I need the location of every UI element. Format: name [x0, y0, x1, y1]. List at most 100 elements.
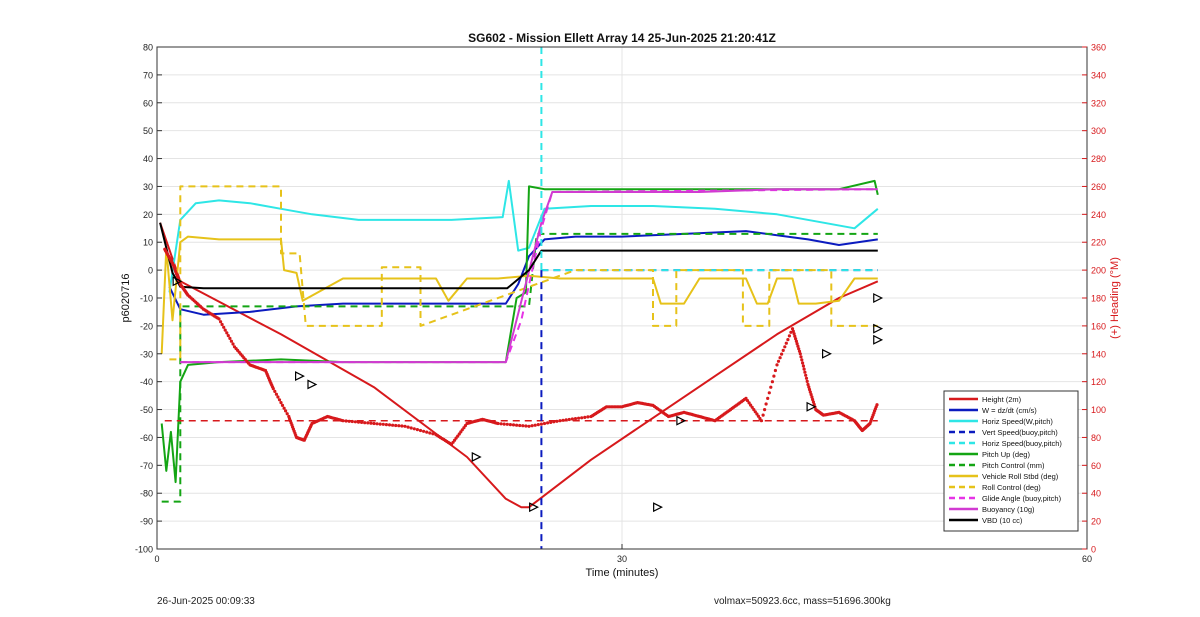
- heading-point: [515, 423, 519, 427]
- footer-volmax-mass: volmax=50923.6cc, mass=51696.300kg: [714, 596, 891, 607]
- triangle-marker: [822, 348, 832, 359]
- heading-point: [277, 398, 282, 402]
- series-line: [180, 188, 878, 364]
- heading-point: [794, 339, 799, 343]
- heading-point: [403, 424, 407, 428]
- heading-point: [783, 345, 787, 349]
- legend-label: Buoyancy (10g): [982, 505, 1035, 514]
- heading-point: [518, 423, 522, 428]
- heading-point: [570, 417, 575, 421]
- heading-point: [372, 421, 376, 426]
- heading-point: [793, 334, 797, 338]
- heading-point: [527, 424, 531, 428]
- heading-point: [761, 413, 765, 417]
- heading-point: [791, 329, 795, 333]
- heading-point: [219, 320, 223, 324]
- heading-point: [511, 423, 516, 427]
- heading-point: [577, 416, 581, 420]
- heading-point: [229, 339, 233, 343]
- triangle-marker: [676, 415, 687, 426]
- heading-point: [375, 422, 379, 426]
- heading-point: [776, 359, 781, 363]
- heading-point: [369, 421, 373, 425]
- heading-point: [539, 422, 544, 426]
- heading-point: [542, 421, 547, 426]
- heading-point: [802, 367, 806, 371]
- heading-point: [808, 390, 812, 394]
- legend-label: Horiz Speed(W,pitch): [982, 417, 1053, 426]
- heading-point: [276, 395, 280, 399]
- y2-tick-label: 280: [1091, 154, 1106, 164]
- legend: Height (2m) W = dz/dt (cm/s) Horiz Speed(W…: [943, 390, 1079, 532]
- heading-point: [363, 421, 367, 425]
- legend-label: Roll Control (deg): [982, 483, 1041, 492]
- heading-point: [567, 417, 571, 422]
- heading-point: [496, 421, 500, 426]
- heading-point: [780, 352, 784, 356]
- heading-point: [784, 341, 788, 345]
- heading-point: [580, 416, 584, 420]
- heading-point: [799, 355, 803, 359]
- triangle-marker: [307, 379, 318, 390]
- legend-label: Vehicle Roll Stbd (deg): [982, 472, 1059, 481]
- legend-label: Pitch Control (mm): [982, 461, 1045, 470]
- heading-point: [583, 415, 587, 419]
- heading-point: [524, 424, 528, 428]
- heading-point: [381, 422, 385, 426]
- heading-point: [344, 419, 348, 423]
- heading-point: [391, 423, 395, 427]
- heading-point: [274, 392, 278, 396]
- y2-tick-label: 340: [1091, 70, 1106, 80]
- heading-point: [225, 331, 229, 335]
- y-tick-label: 0: [148, 266, 153, 276]
- y2-tick-label: 100: [1091, 405, 1106, 415]
- legend-label: W = dz/dt (cm/s): [982, 406, 1037, 415]
- y-tick-label: -40: [140, 377, 153, 387]
- y2-tick-label: 0: [1091, 545, 1096, 555]
- heading-point: [750, 405, 754, 409]
- heading-point: [394, 423, 398, 428]
- heading-point: [555, 419, 559, 423]
- heading-point: [798, 352, 802, 356]
- y-tick-label: 20: [143, 210, 153, 220]
- y-tick-label: 60: [143, 98, 153, 108]
- triangle-marker: [172, 276, 183, 287]
- heading-point: [801, 361, 805, 365]
- y2-tick-label: 120: [1091, 377, 1106, 387]
- y-tick-label: -80: [140, 489, 153, 499]
- heading-point: [790, 327, 795, 331]
- heading-point: [285, 412, 289, 416]
- heading-point: [786, 338, 790, 342]
- triangle-marker: [873, 323, 884, 334]
- heading-point: [561, 418, 565, 422]
- heading-point: [781, 348, 785, 352]
- heading-point: [387, 423, 392, 427]
- heading-point: [231, 342, 235, 346]
- heading-point: [341, 419, 345, 423]
- heading-point: [770, 380, 775, 384]
- heading-point: [586, 415, 590, 419]
- heading-point: [223, 328, 227, 332]
- heading-point: [758, 416, 762, 421]
- heading-point: [508, 423, 512, 427]
- heading-point: [378, 422, 382, 426]
- heading-point: [810, 395, 814, 399]
- heading-point: [220, 322, 224, 327]
- footer-timestamp: 26-Jun-2025 00:09:33: [157, 596, 255, 607]
- heading-point: [796, 344, 800, 348]
- y2-tick-label: 140: [1091, 349, 1106, 359]
- heading-point: [772, 374, 776, 378]
- x-tick-label: 0: [154, 554, 159, 564]
- y2-tick-label: 240: [1091, 210, 1106, 220]
- heading-point: [425, 430, 429, 434]
- heading-point: [573, 417, 578, 421]
- heading-point: [499, 422, 503, 426]
- heading-point: [222, 325, 226, 329]
- y2-tick-label: 20: [1091, 517, 1101, 527]
- y2-tick-label: 80: [1091, 433, 1101, 443]
- series-line: [169, 185, 878, 361]
- series-group: [159, 47, 884, 549]
- heading-point: [350, 419, 354, 424]
- series-line: [160, 235, 878, 354]
- heading-point: [536, 423, 540, 427]
